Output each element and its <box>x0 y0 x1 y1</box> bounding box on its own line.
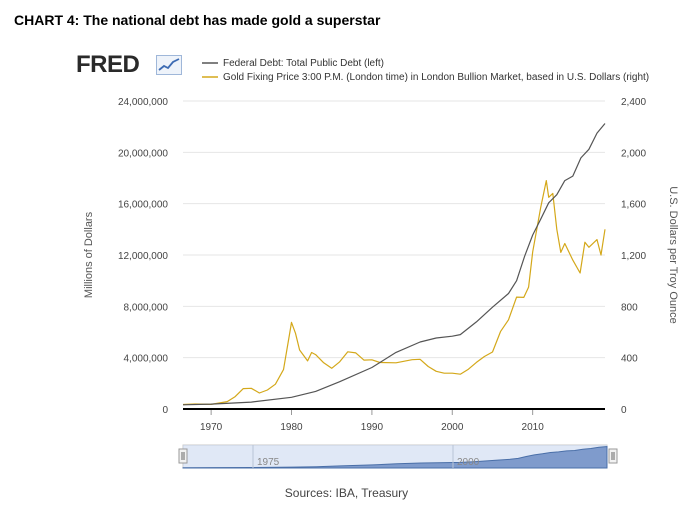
navigator-left-handle[interactable] <box>178 448 188 464</box>
fred-logo[interactable]: FRED <box>76 51 184 78</box>
right-axis-title: U.S. Dollars per Troy Ounce <box>667 186 679 324</box>
plot-series <box>182 123 606 406</box>
page-title: CHART 4: The national debt has made gold… <box>14 12 381 28</box>
x-tick-label: 1970 <box>200 422 223 433</box>
chart: Federal Debt: Total Public Debt (left) G… <box>83 58 679 469</box>
x-tick-label: 1990 <box>361 422 384 433</box>
navigator-area-series <box>182 446 608 469</box>
right-tick-label: 400 <box>621 354 638 365</box>
right-tick-label: 0 <box>621 405 627 416</box>
navigator-right-handle[interactable] <box>608 448 618 464</box>
left-axis-ticks: 0 4,000,000 8,000,000 12,000,000 16,000,000 2… <box>118 97 169 416</box>
left-tick-label: 24,000,000 <box>118 97 168 108</box>
fred-logo-text: FRED <box>76 51 140 78</box>
legend-label-debt: Federal Debt: Total Public Debt (left) <box>223 58 384 69</box>
navigator-label-2000: 2000 <box>457 457 480 468</box>
chart-trend-icon <box>156 55 182 75</box>
left-tick-label: 4,000,000 <box>124 354 169 365</box>
series-line-gold-price <box>182 180 606 406</box>
legend-label-gold: Gold Fixing Price 3:00 P.M. (London time… <box>223 72 649 83</box>
left-axis-title: Millions of Dollars <box>83 211 95 298</box>
right-axis-ticks: 0 400 800 1,200 1,600 2,000 2,400 <box>621 97 646 416</box>
grid <box>183 100 605 359</box>
legend: Federal Debt: Total Public Debt (left) G… <box>202 58 649 83</box>
left-tick-label: 20,000,000 <box>118 148 168 159</box>
navigator-label-1975: 1975 <box>257 457 280 468</box>
x-tick-label: 2000 <box>441 422 464 433</box>
right-tick-label: 1,600 <box>621 200 646 211</box>
range-navigator[interactable]: 1975 2000 <box>178 444 618 469</box>
x-axis-ticks: 1970 1980 1990 2000 2010 <box>200 409 544 433</box>
left-tick-label: 12,000,000 <box>118 251 168 262</box>
series-line-federal-debt <box>182 123 606 406</box>
right-tick-label: 1,200 <box>621 251 646 262</box>
x-tick-label: 1980 <box>280 422 303 433</box>
right-tick-label: 2,000 <box>621 148 646 159</box>
right-tick-label: 800 <box>621 302 638 313</box>
left-tick-label: 0 <box>162 405 168 416</box>
left-tick-label: 8,000,000 <box>124 302 169 313</box>
x-tick-label: 2010 <box>522 422 545 433</box>
source-note: Sources: IBA, Treasury <box>284 486 409 500</box>
right-tick-label: 2,400 <box>621 97 646 108</box>
left-tick-label: 16,000,000 <box>118 200 168 211</box>
